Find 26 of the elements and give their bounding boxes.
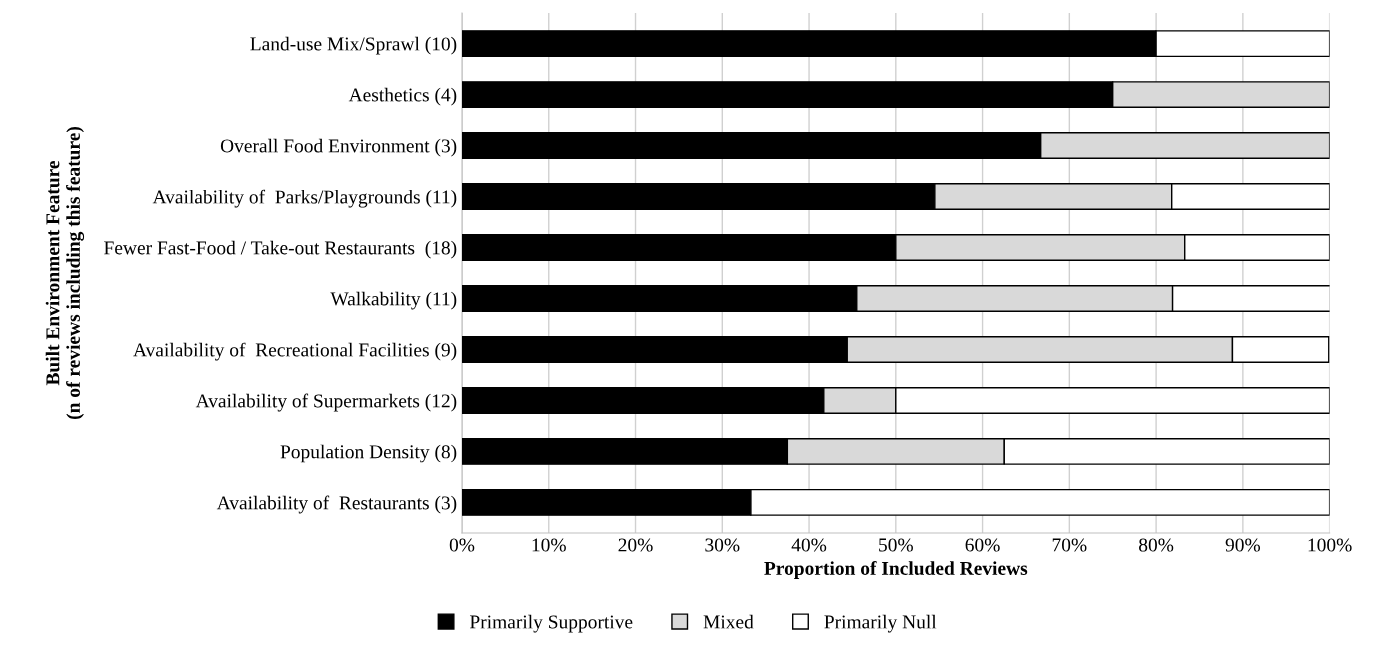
- y-tick-label: Availability of Restaurants (3): [216, 495, 457, 514]
- y-tick-label: Overall Food Environment (3): [220, 138, 457, 157]
- y-tick-label: Population Density (8): [280, 444, 457, 463]
- x-tick-label: 60%: [965, 538, 1000, 552]
- y-axis-title: Built Environment Feature (n of reviews including this feature): [45, 127, 85, 419]
- x-tick-label: 50%: [879, 538, 913, 552]
- y-tick-label: Aesthetics (4): [348, 87, 457, 106]
- y-tick-label: Availability of Parks/Playgrounds (11): [152, 189, 457, 208]
- x-tick-label: 80%: [1139, 538, 1174, 552]
- legend-label: Primarily Null: [824, 614, 937, 633]
- x-axis-title: Proportion of Included Reviews: [764, 561, 1028, 579]
- x-tick-label: 90%: [1225, 538, 1261, 552]
- y-tick-label: Fewer Fast-Food / Take-out Restaurants (18): [104, 240, 457, 259]
- y-tick-label: Availability of Supermarkets (12): [195, 393, 457, 412]
- y-tick-label: Land-use Mix/Sprawl (10): [250, 36, 457, 55]
- x-tick-label: 70%: [1052, 538, 1087, 552]
- x-tick-label: 100%: [1308, 538, 1352, 552]
- x-tick-label: 0%: [449, 538, 475, 552]
- x-tick-label: 40%: [791, 538, 827, 552]
- legend-label: Mixed: [703, 614, 754, 629]
- x-tick-label: 20%: [618, 538, 653, 552]
- legend-label: Primarily Supportive: [469, 614, 633, 633]
- x-tick-label: 10%: [532, 538, 566, 552]
- y-tick-label: Walkability (11): [330, 291, 457, 310]
- x-tick-label: 30%: [705, 538, 740, 552]
- y-tick-label: Availability of Recreational Facilities (9): [133, 342, 457, 361]
